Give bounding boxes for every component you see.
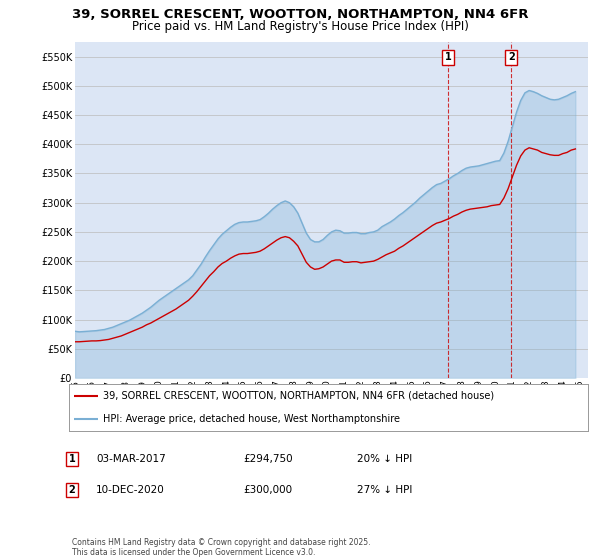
Text: 03-MAR-2017: 03-MAR-2017 <box>96 454 166 464</box>
Text: HPI: Average price, detached house, West Northamptonshire: HPI: Average price, detached house, West… <box>103 414 400 424</box>
Text: Contains HM Land Registry data © Crown copyright and database right 2025.
This d: Contains HM Land Registry data © Crown c… <box>72 538 371 557</box>
Text: 20% ↓ HPI: 20% ↓ HPI <box>357 454 412 464</box>
Text: Price paid vs. HM Land Registry's House Price Index (HPI): Price paid vs. HM Land Registry's House … <box>131 20 469 32</box>
Text: 1: 1 <box>68 454 76 464</box>
Text: 39, SORREL CRESCENT, WOOTTON, NORTHAMPTON, NN4 6FR: 39, SORREL CRESCENT, WOOTTON, NORTHAMPTO… <box>72 8 528 21</box>
Text: £294,750: £294,750 <box>243 454 293 464</box>
Text: 2: 2 <box>508 52 515 62</box>
Text: 27% ↓ HPI: 27% ↓ HPI <box>357 485 412 495</box>
Text: 1: 1 <box>445 52 451 62</box>
Text: 10-DEC-2020: 10-DEC-2020 <box>96 485 165 495</box>
Text: 39, SORREL CRESCENT, WOOTTON, NORTHAMPTON, NN4 6FR (detached house): 39, SORREL CRESCENT, WOOTTON, NORTHAMPTO… <box>103 390 494 400</box>
Text: 2: 2 <box>68 485 76 495</box>
Text: £300,000: £300,000 <box>243 485 292 495</box>
